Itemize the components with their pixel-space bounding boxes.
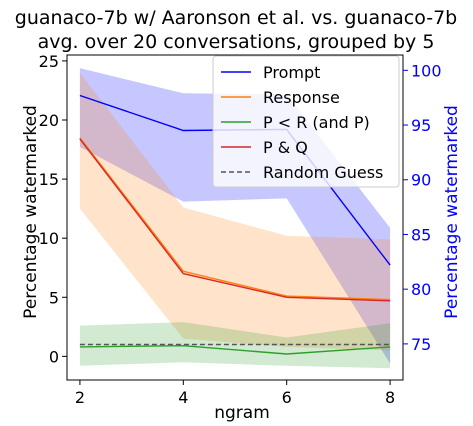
x-axis-label: ngram [214,403,270,423]
y2-tick-label: 75 [411,335,431,354]
y-tick-label: 20 [39,111,59,130]
line-series-1 [79,137,391,301]
y-tick-label: 5 [49,288,59,307]
legend: Prompt Response P < R (and P) P & Q Random G… [212,55,400,188]
legend-box [212,55,400,188]
legend-label: Random Guess [263,163,383,182]
y2-tick-label: 90 [411,171,431,190]
x-axis-ticks: 2 4 6 8 [75,380,395,407]
x-tick-label: 6 [282,388,292,407]
y-axis-label: Percentage watermarked [21,105,41,319]
y2-axis-label: Percentage watermarked [442,105,462,319]
legend-label: P < R (and P) [263,113,370,132]
x-tick-label: 2 [75,388,85,407]
legend-label: Prompt [263,63,320,82]
y2-tick-label: 85 [411,225,431,244]
line-series-2 [79,344,391,355]
y2-tick-label: 95 [411,116,431,135]
y2-tick-label: 80 [411,280,431,299]
line-series-3 [79,138,391,302]
chart-title: guanaco-7b w/ Aaronson et al. vs. guanac… [15,7,457,29]
legend-label: P & Q [263,138,308,157]
y2-tick-label: 100 [411,61,442,80]
legend-label: Response [263,88,340,107]
y2-axis-ticks: 75 80 85 90 95 100 [403,61,442,354]
x-tick-label: 8 [385,388,395,407]
y-tick-label: 15 [39,170,59,189]
plot-frame [66,54,404,381]
y-tick-label: 25 [39,52,59,71]
x-tick-label: 4 [178,388,188,407]
y-axis-ticks: 0 5 10 15 20 25 [39,52,67,366]
chart-subtitle: avg. over 20 conversations, grouped by 5 [38,31,435,53]
band-series-1 [79,72,391,351]
y-tick-label: 10 [39,229,59,248]
y-tick-label: 0 [49,347,59,366]
